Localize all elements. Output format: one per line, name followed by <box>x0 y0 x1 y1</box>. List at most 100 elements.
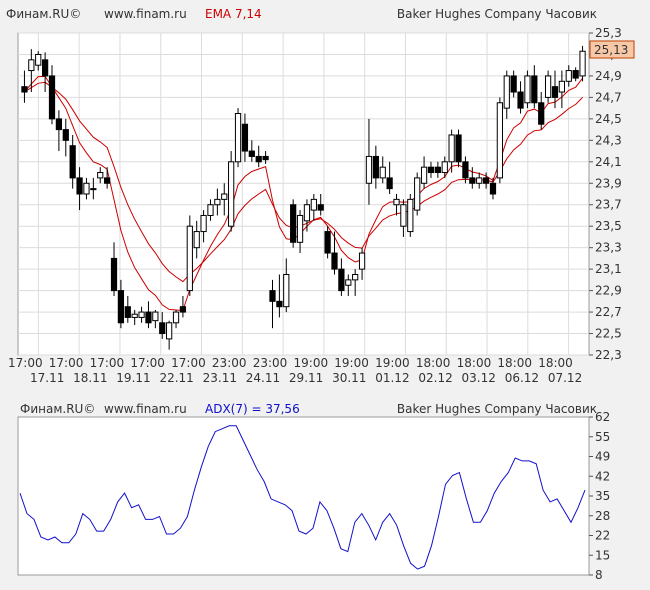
candle-body <box>228 161 235 227</box>
price-x-axis: 17:00 17:00 17:00 17:00 17:00 23:00 23:00 19:00… <box>8 356 582 385</box>
price-x-time-label: 18:00 <box>538 356 573 370</box>
adx-y-tick-label: 15 <box>595 548 610 562</box>
ema-14-line <box>24 81 583 283</box>
candle-body <box>441 161 448 174</box>
candle-body <box>193 231 200 249</box>
candle-body <box>255 155 262 163</box>
last-price-value: 25,13 <box>594 43 628 57</box>
price-x-time-label: 18:00 <box>457 356 492 370</box>
candle-body <box>427 166 435 174</box>
candle-body <box>317 204 324 211</box>
candle-body <box>124 306 131 318</box>
price-x-time-label: 17:00 <box>90 356 125 370</box>
candle-body <box>558 80 566 93</box>
candle-body <box>48 75 56 120</box>
candle-body <box>221 193 228 200</box>
price-y-tick-label: 24,9 <box>595 69 622 83</box>
candle-body <box>179 306 187 313</box>
candle-body <box>283 274 290 308</box>
price-plot-area <box>17 32 590 356</box>
candle-body <box>476 177 483 184</box>
candle-body <box>152 311 159 322</box>
adx-series <box>19 425 586 570</box>
candle-body <box>455 134 462 163</box>
adx-y-tick-label: 22 <box>595 529 610 543</box>
candle-body <box>345 279 352 286</box>
candle-body <box>200 214 207 233</box>
price-y-tick-label: 22,9 <box>595 284 622 298</box>
adx-y-tick-label: 42 <box>595 469 610 483</box>
bottom-source-label: Финам.RU© <box>20 402 95 416</box>
candle-body <box>434 166 441 174</box>
price-x-time-label: 18:00 <box>416 356 451 370</box>
candle-body <box>572 70 579 79</box>
candle-body <box>269 290 276 302</box>
price-x-time-label: 17:00 <box>8 356 43 370</box>
candle-body <box>104 177 111 184</box>
price-x-time-label: 23:00 <box>212 356 247 370</box>
candle-body <box>159 322 166 335</box>
adx-y-axis: 62 55 49 42 35 28 22 15 8 <box>589 410 610 582</box>
candle-body <box>489 182 497 195</box>
last-price-badge-bg <box>589 40 635 59</box>
candle-body <box>579 50 586 77</box>
candle-body <box>131 313 138 318</box>
price-y-tick-label: 23,5 <box>595 219 622 233</box>
price-y-tick-label: 23,3 <box>595 241 622 255</box>
price-y-tick-label: 23,1 <box>595 262 622 276</box>
candle-body <box>110 257 118 292</box>
candle-body <box>331 252 338 270</box>
ema-7-line <box>24 75 583 312</box>
candle-body <box>352 274 359 281</box>
price-y-tick-label: 23,9 <box>595 176 622 190</box>
price-y-axis: 25,325,124,924,724,524,324,123,923,723,5… <box>589 26 622 362</box>
candle-body <box>524 75 531 104</box>
candle-body <box>262 155 269 161</box>
top-indicator-label: EMA 7,14 <box>205 7 262 21</box>
candle-body <box>379 166 386 179</box>
price-y-tick-label: 22,3 <box>595 348 622 362</box>
candle-body <box>324 231 331 254</box>
candle-body <box>386 177 393 190</box>
price-x-date-label: 18.11 <box>73 371 107 385</box>
top-site-label: www.finam.ru <box>104 7 187 21</box>
candle-body <box>358 252 366 270</box>
bottom-indicator-label: ADX(7) = 37,56 <box>205 402 300 416</box>
price-x-date-label: 03.12 <box>462 371 496 385</box>
price-x-time-label: 18:00 <box>497 356 532 370</box>
candle-body <box>565 70 572 82</box>
last-price-badge: 25,13 <box>589 40 635 59</box>
price-y-tick-label: 22,7 <box>595 305 622 319</box>
candle-body <box>117 290 125 324</box>
candle-body <box>248 150 255 157</box>
candle-body <box>338 268 345 292</box>
candle-body <box>172 311 180 324</box>
candle-body <box>538 102 545 125</box>
price-x-time-label: 17:00 <box>130 356 165 370</box>
price-x-time-label: 19:00 <box>334 356 369 370</box>
candle-body <box>41 59 49 77</box>
candle-body <box>76 177 83 195</box>
candle-body <box>462 161 469 179</box>
price-x-date-label: 17.11 <box>30 371 64 385</box>
price-x-date-label: 07.12 <box>548 371 582 385</box>
candle-body <box>166 322 173 340</box>
candle-body <box>97 172 104 179</box>
price-x-date-label: 23.11 <box>203 371 237 385</box>
price-x-date-label: 19.11 <box>116 371 150 385</box>
price-x-date-label: 06.12 <box>505 371 539 385</box>
top-chart-title: Baker Hughes Company Часовик <box>397 7 597 21</box>
candle-body <box>420 166 428 184</box>
candle-body <box>186 225 193 292</box>
candle-body <box>241 123 249 152</box>
price-y-tick-label: 24,3 <box>595 133 622 147</box>
price-x-date-label: 29.11 <box>289 371 323 385</box>
price-y-tick-label: 22,5 <box>595 327 622 341</box>
candle-body <box>90 188 97 191</box>
candle-body <box>138 311 145 318</box>
candle-body <box>482 177 490 184</box>
price-y-tick-label: 24,5 <box>595 112 622 126</box>
candlestick-series <box>21 45 586 350</box>
candle-body <box>469 177 476 184</box>
price-x-date-label: 01.12 <box>375 371 409 385</box>
